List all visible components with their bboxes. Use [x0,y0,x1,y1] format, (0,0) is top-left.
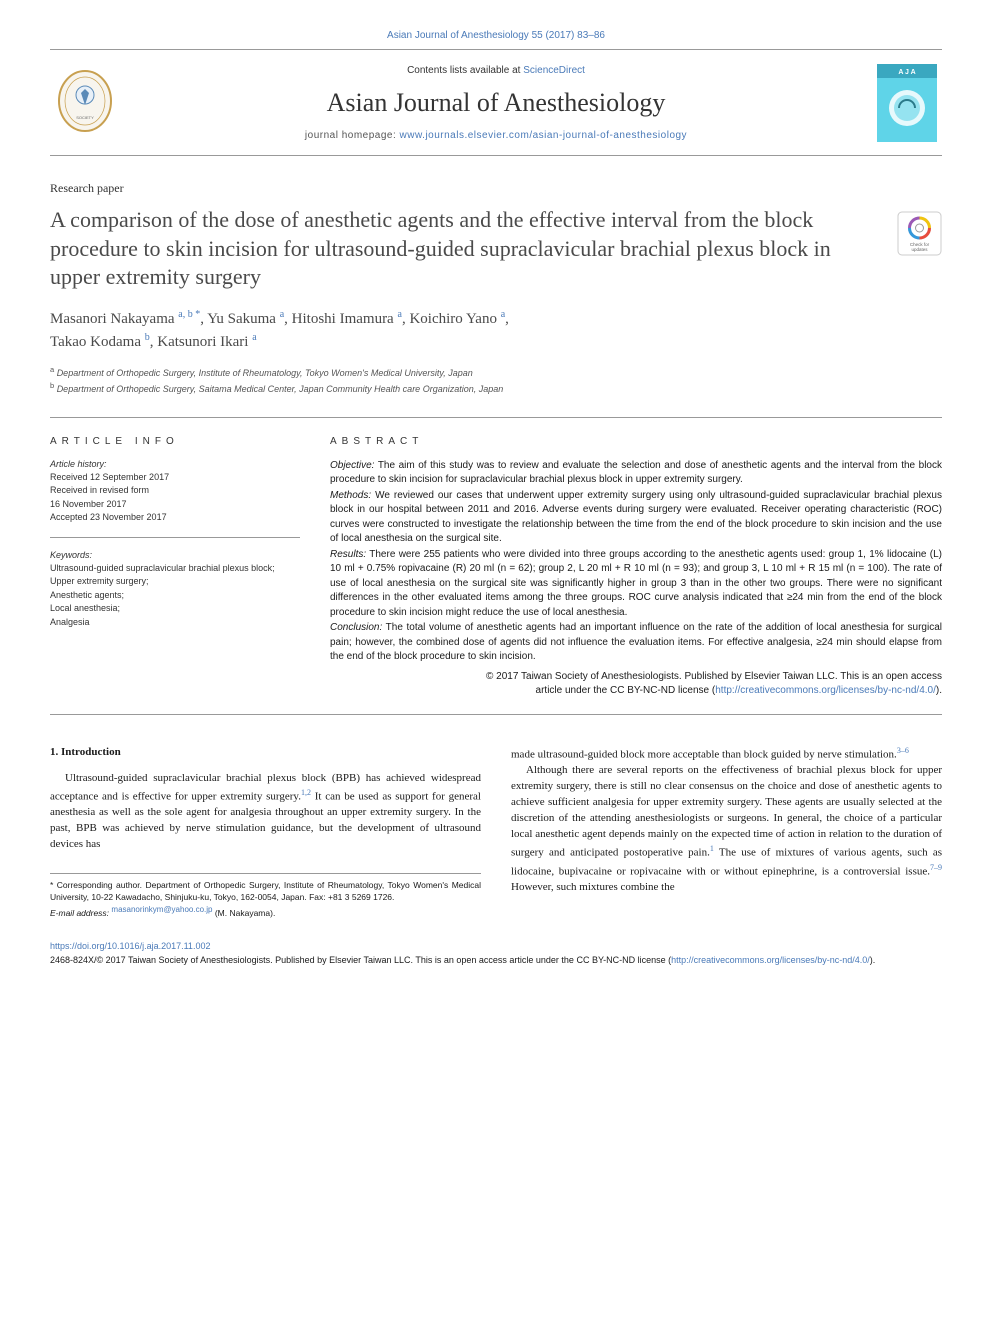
citation-text: Asian Journal of Anesthesiology 55 (2017… [387,30,605,41]
article-title: A comparison of the dose of anesthetic a… [50,206,882,292]
keyword: Analgesia [50,616,300,630]
keyword: Upper extremity surgery; [50,575,300,589]
abstract-methods: Methods: We reviewed our cases that unde… [330,489,942,547]
affiliation: a Department of Orthopedic Surgery, Inst… [50,364,942,381]
history-label: Article history: [50,459,300,469]
body-column-left: 1. Introduction Ultrasound-guided suprac… [50,745,481,920]
abstract-copyright: © 2017 Taiwan Society of Anesthesiologis… [330,670,942,699]
article-info-column: ARTICLE INFO Article history: Received 1… [50,436,300,714]
society-logo: SOCIETY [50,60,120,145]
abstract-results: Results: There were 255 patients who wer… [330,548,942,621]
abstract-column: ABSTRACT Objective: The aim of this stud… [330,436,942,714]
abstract-objective: Objective: The aim of this study was to … [330,459,942,488]
body-column-right: made ultrasound-guided block more accept… [511,745,942,920]
abstract-text: Objective: The aim of this study was to … [330,459,942,699]
citation-ref[interactable]: 3–6 [897,746,909,755]
society-logo-icon: SOCIETY [55,63,115,143]
contents-available-line: Contents lists available at ScienceDirec… [120,65,872,76]
keyword: Ultrasound-guided supraclavicular brachi… [50,562,300,576]
author: Masanori Nakayama a, b * [50,311,200,327]
keywords-block: Keywords: Ultrasound-guided supraclavicu… [50,550,300,630]
history-item: Received in revised form [50,484,300,498]
article-type: Research paper [50,181,942,196]
cc-license-link[interactable]: http://creativecommons.org/licenses/by-n… [715,685,936,696]
svg-text:SOCIETY: SOCIETY [76,115,94,120]
history-item: Accepted 23 November 2017 [50,511,300,525]
author: Koichiro Yano a [409,311,505,327]
history-item: Received 12 September 2017 [50,471,300,485]
journal-masthead: SOCIETY Contents lists available at Scie… [50,49,942,156]
abstract-conclusion: Conclusion: The total volume of anesthet… [330,621,942,665]
footer-copyright: 2468-824X/© 2017 Taiwan Society of Anest… [50,954,942,967]
keyword: Anesthetic agents; [50,589,300,603]
journal-name: Asian Journal of Anesthesiology [120,88,872,118]
author: Takao Kodama b [50,334,150,350]
citation-header: Asian Journal of Anesthesiology 55 (2017… [50,30,942,41]
author: Hitoshi Imamura a [292,311,402,327]
body-paragraph: Although there are several reports on th… [511,763,942,896]
article-info-heading: ARTICLE INFO [50,436,300,447]
keyword: Local anesthesia; [50,602,300,616]
citation-ref[interactable]: 1,2 [301,788,311,797]
svg-text:updates: updates [911,247,928,252]
doi-link[interactable]: https://doi.org/10.1016/j.aja.2017.11.00… [50,941,210,951]
author: Yu Sakuma a [207,311,284,327]
author: Katsunori Ikari a [157,334,256,350]
affiliation: b Department of Orthopedic Surgery, Sait… [50,380,942,397]
article-page: Asian Journal of Anesthesiology 55 (2017… [0,0,992,1007]
svg-text:A J A: A J A [898,69,915,76]
journal-homepage-link[interactable]: www.journals.elsevier.com/asian-journal-… [400,130,688,141]
abstract-heading: ABSTRACT [330,436,942,447]
corresponding-email-link[interactable]: masanorinkym@yahoo.co.jp [111,905,212,914]
body-columns: 1. Introduction Ultrasound-guided suprac… [50,745,942,920]
crossmark-icon: Check for updates [897,211,942,256]
body-paragraph: Ultrasound-guided supraclavicular brachi… [50,771,481,853]
sciencedirect-link[interactable]: ScienceDirect [523,65,585,76]
page-footer: https://doi.org/10.1016/j.aja.2017.11.00… [50,940,942,967]
doi-link-line: https://doi.org/10.1016/j.aja.2017.11.00… [50,940,942,953]
history-item: 16 November 2017 [50,498,300,512]
citation-ref[interactable]: 7–9 [930,863,942,872]
journal-cover: A J A [872,60,942,145]
corresponding-author-block: * Corresponding author. Department of Or… [50,873,481,920]
journal-cover-icon: A J A [877,64,937,142]
info-abstract-row: ARTICLE INFO Article history: Received 1… [50,417,942,715]
article-history: Article history: Received 12 September 2… [50,459,300,538]
journal-homepage-line: journal homepage: www.journals.elsevier.… [120,130,872,141]
author-list: Masanori Nakayama a, b *, Yu Sakuma a, H… [50,307,942,354]
title-row: A comparison of the dose of anesthetic a… [50,206,942,307]
keywords-label: Keywords: [50,550,300,560]
crossmark-badge[interactable]: Check for updates [897,211,942,256]
corresponding-author-text: * Corresponding author. Department of Or… [50,880,481,904]
corresponding-email-line: E-mail address: masanorinkym@yahoo.co.jp… [50,904,481,920]
body-paragraph: made ultrasound-guided block more accept… [511,745,942,764]
affiliations: a Department of Orthopedic Surgery, Inst… [50,364,942,397]
footer-cc-link[interactable]: http://creativecommons.org/licenses/by-n… [671,955,870,965]
masthead-center: Contents lists available at ScienceDirec… [120,65,872,141]
section-heading-introduction: 1. Introduction [50,745,481,761]
